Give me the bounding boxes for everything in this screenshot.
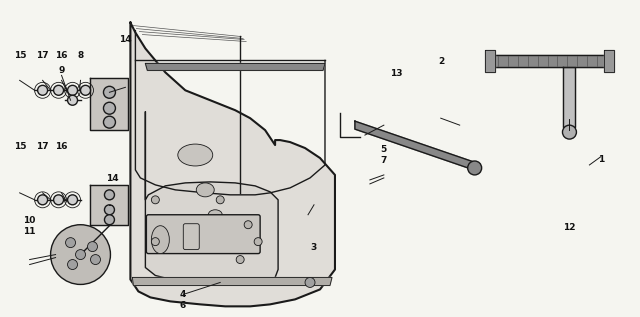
Polygon shape	[604, 50, 614, 72]
FancyBboxPatch shape	[183, 224, 199, 249]
Text: 9: 9	[58, 66, 65, 75]
Text: 11: 11	[23, 227, 36, 236]
Circle shape	[563, 125, 577, 139]
Circle shape	[68, 95, 77, 105]
Text: 15: 15	[13, 142, 26, 151]
Text: 6: 6	[180, 301, 186, 310]
Circle shape	[104, 205, 115, 215]
Polygon shape	[145, 63, 325, 70]
Circle shape	[104, 102, 115, 114]
Text: 7: 7	[381, 156, 387, 165]
Circle shape	[68, 195, 77, 205]
Text: 16: 16	[55, 50, 68, 60]
Text: 14: 14	[119, 35, 132, 44]
Text: 2: 2	[438, 57, 444, 66]
Circle shape	[90, 255, 100, 264]
Circle shape	[54, 195, 63, 205]
Text: 5: 5	[381, 145, 387, 154]
Polygon shape	[355, 121, 479, 172]
Ellipse shape	[196, 183, 214, 197]
Circle shape	[305, 277, 315, 288]
Circle shape	[104, 86, 115, 98]
Circle shape	[244, 221, 252, 229]
Circle shape	[76, 249, 86, 260]
Circle shape	[68, 260, 77, 269]
Circle shape	[81, 85, 90, 95]
Circle shape	[216, 196, 224, 204]
Text: 17: 17	[36, 50, 49, 60]
Circle shape	[104, 215, 115, 225]
Polygon shape	[131, 23, 335, 306]
Text: 16: 16	[55, 142, 68, 151]
Polygon shape	[484, 50, 495, 72]
Text: 4: 4	[179, 290, 186, 299]
Circle shape	[152, 238, 159, 246]
Text: 8: 8	[77, 50, 84, 60]
Text: 10: 10	[23, 216, 36, 225]
Polygon shape	[132, 277, 332, 285]
Polygon shape	[145, 112, 278, 284]
Text: 12: 12	[563, 223, 575, 231]
Ellipse shape	[178, 144, 212, 166]
Circle shape	[254, 238, 262, 246]
Circle shape	[104, 190, 115, 200]
Circle shape	[54, 85, 63, 95]
Circle shape	[65, 238, 76, 248]
Circle shape	[236, 256, 244, 263]
Polygon shape	[90, 78, 129, 130]
Circle shape	[88, 242, 97, 252]
Ellipse shape	[208, 210, 222, 220]
Text: 1: 1	[598, 155, 604, 164]
FancyBboxPatch shape	[147, 215, 260, 254]
Circle shape	[51, 225, 111, 284]
Ellipse shape	[152, 226, 170, 254]
Circle shape	[152, 196, 159, 204]
Text: 13: 13	[390, 69, 403, 78]
Text: 15: 15	[13, 50, 26, 60]
Polygon shape	[490, 55, 609, 68]
Text: 3: 3	[310, 243, 317, 252]
Circle shape	[68, 85, 77, 95]
Polygon shape	[90, 185, 129, 225]
Circle shape	[468, 161, 482, 175]
Polygon shape	[563, 68, 575, 127]
Circle shape	[38, 85, 47, 95]
Circle shape	[38, 195, 47, 205]
Text: 14: 14	[106, 174, 119, 183]
Text: 17: 17	[36, 142, 49, 151]
Circle shape	[104, 116, 115, 128]
